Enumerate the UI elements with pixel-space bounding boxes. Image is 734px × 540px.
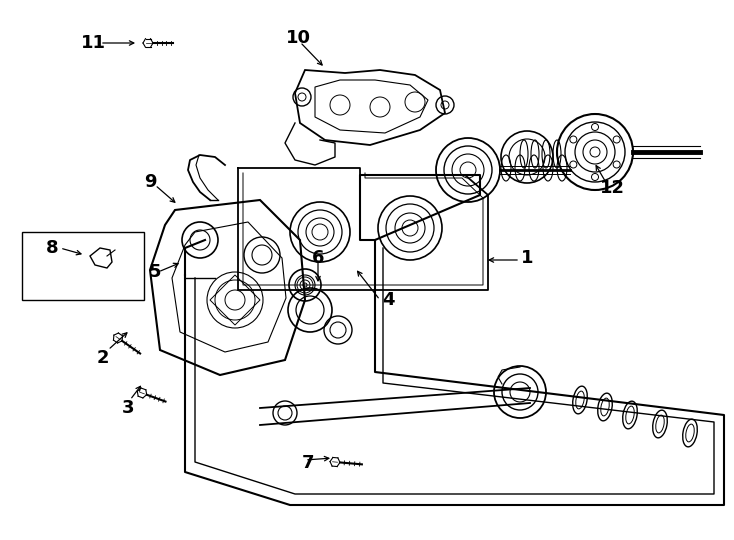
Text: 2: 2 [97, 349, 109, 367]
Text: 3: 3 [122, 399, 134, 417]
Text: 12: 12 [600, 179, 625, 197]
Text: 11: 11 [81, 34, 106, 52]
Bar [22, 232, 144, 300]
Text: 4: 4 [382, 291, 394, 309]
Text: 5: 5 [149, 263, 161, 281]
Text: 6: 6 [312, 249, 324, 267]
Text: 7: 7 [302, 454, 314, 472]
Text: 8: 8 [46, 239, 58, 257]
Text: 1: 1 [520, 249, 533, 267]
Text: 10: 10 [286, 29, 310, 47]
Text: 9: 9 [144, 173, 156, 191]
